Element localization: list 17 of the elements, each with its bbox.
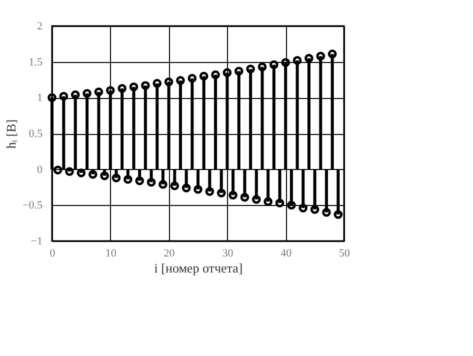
x-tick-label: 30 [222, 248, 234, 260]
y-axis-title: hᵢ [В] [4, 119, 19, 149]
point [100, 171, 109, 180]
y-tick-label: 2 [37, 20, 42, 32]
x-tick-label: 20 [164, 248, 176, 260]
y-tick-label: 0 [37, 164, 43, 176]
y-tick-label: −1 [30, 236, 42, 248]
x-tick-label: 10 [105, 248, 117, 260]
y-tick-label: 0.5 [28, 128, 43, 140]
x-tick-label: 40 [280, 248, 292, 260]
y-tick-label: 1 [37, 92, 42, 104]
point [88, 170, 98, 179]
x-tick-label: 0 [50, 248, 56, 260]
x-tick-label: 50 [339, 248, 350, 260]
y-tick-label: −0.5 [22, 200, 43, 212]
y-tick-label: 1.5 [28, 56, 43, 68]
x-axis-title: i [номер отчета] [154, 260, 243, 276]
